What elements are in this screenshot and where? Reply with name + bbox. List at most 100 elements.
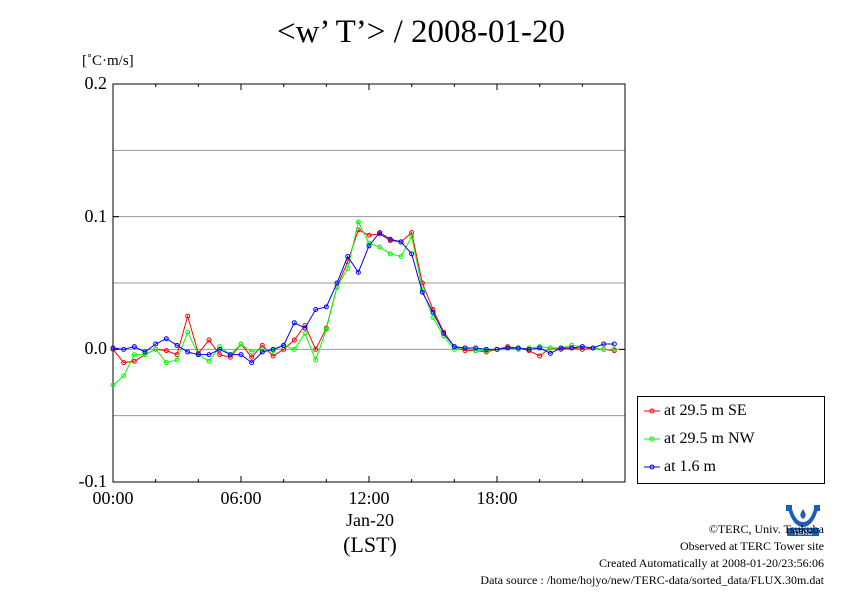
data-point bbox=[323, 326, 329, 332]
y-axis-unit-label: [˚C·m/s] bbox=[82, 53, 134, 69]
legend-item-low: at 1.6 m bbox=[644, 455, 716, 479]
data-point bbox=[366, 232, 372, 238]
data-point bbox=[387, 236, 393, 242]
terc-logo-icon: TERC bbox=[786, 505, 820, 537]
data-point bbox=[537, 345, 543, 351]
data-point bbox=[398, 239, 404, 245]
data-point bbox=[131, 358, 137, 364]
x-tick-label: 12:00 bbox=[348, 488, 390, 508]
data-point bbox=[473, 345, 479, 351]
data-point bbox=[281, 342, 287, 348]
axis-ticks bbox=[112, 83, 626, 483]
data-point bbox=[291, 346, 297, 352]
data-point bbox=[515, 345, 521, 351]
data-point bbox=[249, 354, 255, 360]
data-point bbox=[345, 265, 351, 271]
data-point bbox=[291, 320, 297, 326]
credit-line-1: ©TERC, Univ. Tsukuba bbox=[708, 522, 824, 536]
data-point bbox=[355, 219, 361, 225]
data-point bbox=[419, 280, 425, 286]
data-point bbox=[238, 341, 244, 347]
data-point bbox=[249, 349, 255, 355]
data-point bbox=[270, 346, 276, 352]
data-point bbox=[547, 350, 553, 356]
series-lines bbox=[110, 219, 617, 388]
data-point bbox=[377, 244, 383, 250]
data-point bbox=[270, 353, 276, 359]
legend-label-low: at 1.6 m bbox=[664, 458, 716, 475]
data-point bbox=[110, 345, 116, 351]
data-point bbox=[419, 289, 425, 295]
legend-item-se: at 29.5 m SE bbox=[644, 399, 747, 423]
data-point bbox=[579, 344, 585, 350]
x-tick-label: 18:00 bbox=[476, 488, 518, 508]
data-point bbox=[377, 230, 383, 236]
legend-label-nw: at 29.5 m NW bbox=[664, 430, 755, 447]
data-point bbox=[142, 349, 148, 355]
data-point bbox=[462, 345, 468, 351]
y-tick-label: 0.2 bbox=[84, 73, 108, 93]
data-point bbox=[227, 354, 233, 360]
y-tick-label: 0.0 bbox=[84, 338, 108, 359]
series-line bbox=[112, 220, 615, 386]
legend-label-se: at 29.5 m SE bbox=[664, 402, 747, 419]
y-tick-label: 0.1 bbox=[84, 205, 108, 226]
data-point bbox=[174, 357, 180, 363]
data-point bbox=[185, 329, 191, 335]
data-point bbox=[142, 352, 148, 358]
data-point bbox=[345, 253, 351, 259]
series-0 bbox=[110, 227, 617, 366]
series-line bbox=[112, 231, 615, 364]
data-point bbox=[313, 346, 319, 352]
series-line bbox=[112, 229, 615, 364]
data-point bbox=[323, 304, 329, 310]
x-axis-label: (LST) bbox=[343, 532, 397, 557]
credit-line-2: Observed at TERC Tower site bbox=[679, 539, 824, 553]
series-1 bbox=[110, 219, 617, 388]
data-point bbox=[163, 348, 169, 354]
legend-swatch-se-icon bbox=[644, 408, 660, 414]
data-point bbox=[131, 352, 137, 358]
data-point bbox=[121, 373, 127, 379]
data-point bbox=[174, 342, 180, 348]
y-tick-label: -0.1 bbox=[78, 471, 108, 491]
x-date-label: Jan-20 bbox=[346, 510, 394, 530]
x-tick-label: 06:00 bbox=[220, 488, 262, 508]
data-point bbox=[366, 243, 372, 249]
data-point bbox=[110, 382, 116, 388]
data-point bbox=[409, 251, 415, 257]
data-point bbox=[217, 352, 223, 358]
data-point bbox=[547, 345, 553, 351]
data-point bbox=[473, 348, 479, 354]
data-point bbox=[185, 313, 191, 319]
data-point bbox=[601, 346, 607, 352]
data-point bbox=[206, 352, 212, 358]
data-point bbox=[206, 337, 212, 343]
data-point bbox=[334, 280, 340, 286]
data-point bbox=[601, 341, 607, 347]
data-point bbox=[526, 346, 532, 352]
data-point bbox=[451, 344, 457, 350]
data-point bbox=[569, 345, 575, 351]
legend-item-nw: at 29.5 m NW bbox=[644, 427, 755, 451]
data-point bbox=[569, 342, 575, 348]
data-point bbox=[291, 337, 297, 343]
data-point bbox=[238, 352, 244, 358]
data-point bbox=[398, 253, 404, 259]
data-point bbox=[121, 346, 127, 352]
data-point bbox=[355, 269, 361, 275]
series-2 bbox=[110, 230, 617, 366]
credit-line-4: Data source : /home/hojyo/new/TERC-data/… bbox=[480, 573, 824, 587]
data-point bbox=[153, 346, 159, 352]
data-point bbox=[387, 251, 393, 257]
data-point bbox=[185, 349, 191, 355]
data-point bbox=[195, 352, 201, 358]
data-point bbox=[441, 330, 447, 336]
data-point bbox=[494, 346, 500, 352]
data-point bbox=[217, 344, 223, 350]
data-point bbox=[313, 357, 319, 363]
data-point bbox=[537, 353, 543, 359]
data-point bbox=[462, 348, 468, 354]
data-point bbox=[313, 307, 319, 313]
data-point bbox=[249, 360, 255, 366]
